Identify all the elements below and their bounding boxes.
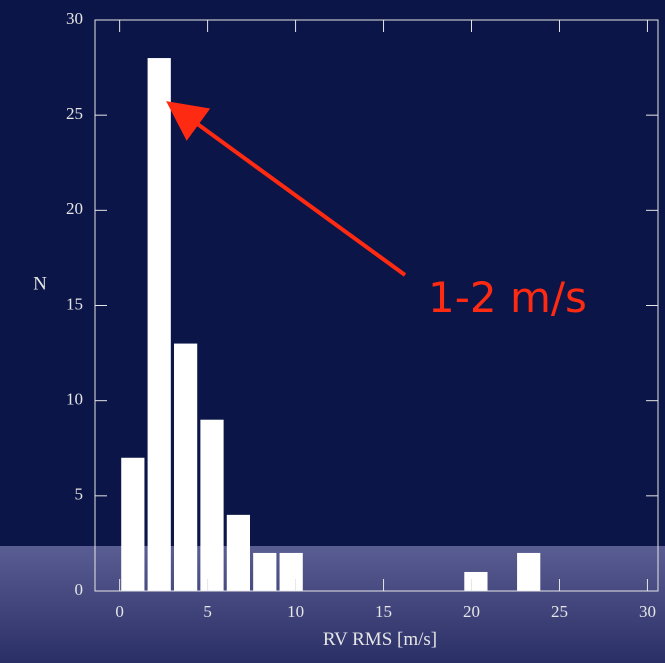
x-tick-label: 10 bbox=[287, 602, 304, 621]
bar bbox=[226, 514, 251, 591]
x-tick-label: 20 bbox=[463, 602, 480, 621]
bar bbox=[464, 571, 488, 591]
y-tick-label: 0 bbox=[75, 580, 84, 599]
annotation-arrow bbox=[166, 101, 407, 277]
x-axis-label: RV RMS [m/s] bbox=[323, 629, 437, 650]
x-tick-label: 0 bbox=[115, 602, 124, 621]
y-tick-label: 30 bbox=[66, 9, 83, 28]
bar bbox=[121, 457, 145, 591]
y-axis-label: N bbox=[33, 273, 47, 294]
annotation: 1-2 m/s bbox=[428, 273, 587, 322]
bar bbox=[147, 58, 171, 592]
x-tick-label: 25 bbox=[551, 602, 568, 621]
bar bbox=[200, 419, 224, 591]
y-tick-label: 20 bbox=[66, 199, 83, 218]
y-tick-label: 25 bbox=[66, 104, 83, 123]
y-tick-label: 15 bbox=[66, 294, 83, 313]
y-tick-label: 5 bbox=[75, 485, 84, 504]
background-strip bbox=[0, 546, 665, 663]
y-tick-label: 10 bbox=[66, 390, 83, 409]
bar bbox=[517, 552, 541, 591]
x-tick-label: 30 bbox=[639, 602, 656, 621]
bar bbox=[173, 343, 198, 591]
bar bbox=[253, 552, 277, 591]
plot-area: 0 5 10 15 20 25 30 0 5 10 15 20 25 30 bbox=[66, 9, 659, 621]
bar bbox=[279, 552, 303, 591]
x-tick-label: 5 bbox=[203, 602, 212, 621]
x-tick-label: 15 bbox=[375, 602, 392, 621]
